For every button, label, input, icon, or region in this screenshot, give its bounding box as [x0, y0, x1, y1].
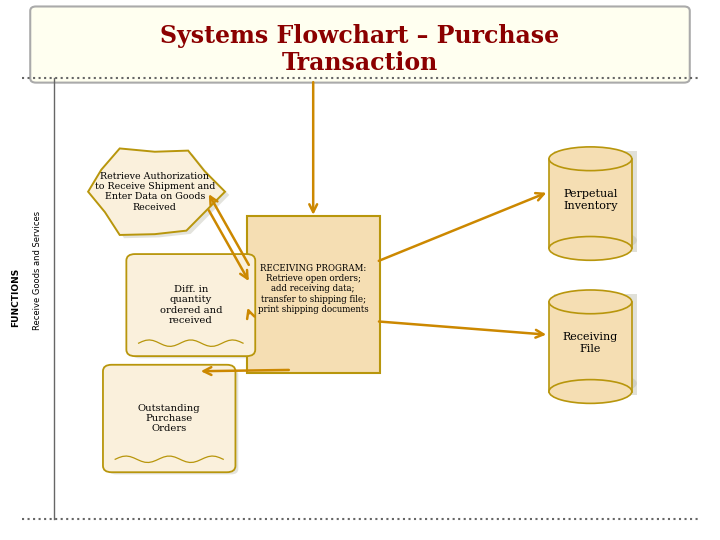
Text: Retrieve Authorization
to Receive Shipment and
Enter Data on Goods
Received: Retrieve Authorization to Receive Shipme… [94, 172, 215, 212]
Text: Outstanding
Purchase
Orders: Outstanding Purchase Orders [138, 403, 200, 434]
FancyBboxPatch shape [246, 216, 380, 373]
Ellipse shape [549, 380, 632, 403]
Ellipse shape [554, 228, 636, 252]
Text: RECEIVING PROGRAM:
Retrieve open orders;
add receiving data;
transfer to shippin: RECEIVING PROGRAM: Retrieve open orders;… [258, 264, 369, 314]
FancyBboxPatch shape [554, 294, 636, 395]
Text: Perpetual
Inventory: Perpetual Inventory [563, 189, 618, 211]
FancyBboxPatch shape [30, 6, 690, 83]
Text: Transaction: Transaction [282, 51, 438, 75]
Ellipse shape [549, 290, 632, 314]
Polygon shape [92, 152, 229, 238]
Text: Systems Flowchart – Purchase: Systems Flowchart – Purchase [161, 24, 559, 48]
Ellipse shape [554, 372, 636, 395]
Text: Receiving
File: Receiving File [563, 332, 618, 354]
FancyBboxPatch shape [549, 159, 632, 248]
Polygon shape [88, 148, 225, 235]
FancyBboxPatch shape [109, 369, 238, 475]
FancyBboxPatch shape [554, 151, 636, 252]
FancyBboxPatch shape [549, 302, 632, 392]
FancyBboxPatch shape [132, 259, 258, 359]
Text: FUNCTIONS: FUNCTIONS [12, 267, 20, 327]
FancyBboxPatch shape [103, 365, 235, 472]
Text: Receive Goods and Services: Receive Goods and Services [33, 211, 42, 329]
Ellipse shape [549, 237, 632, 260]
FancyBboxPatch shape [127, 254, 255, 356]
Text: Diff. in
quantity
ordered and
received: Diff. in quantity ordered and received [160, 285, 222, 325]
Ellipse shape [549, 147, 632, 171]
